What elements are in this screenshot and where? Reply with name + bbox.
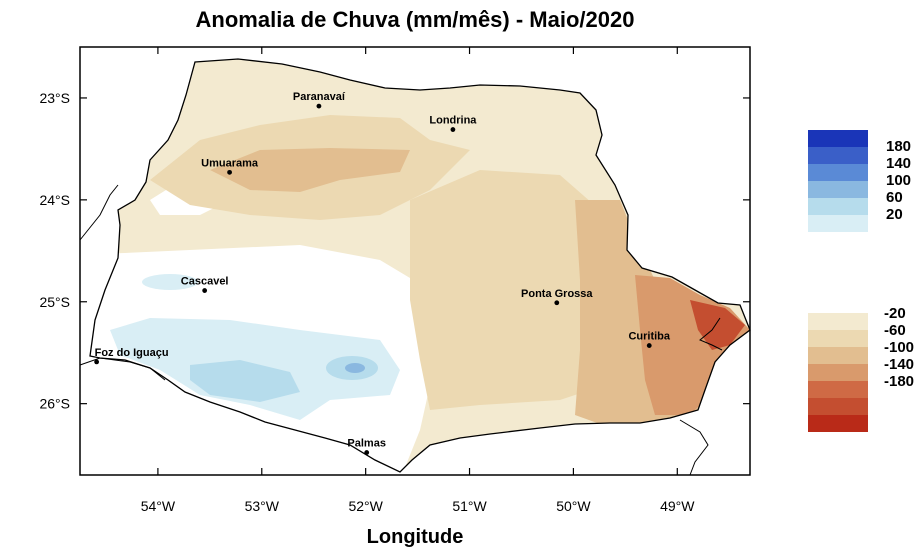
legend-label: -100	[884, 339, 914, 356]
legend-label: 20	[886, 206, 903, 223]
legend-label: 60	[886, 189, 903, 206]
paranagua-bay	[699, 317, 723, 351]
city-label: Umuarama	[201, 157, 259, 169]
y-tick-label: 25°S	[39, 294, 70, 310]
city-label: Cascavel	[181, 276, 229, 288]
city-dot	[316, 103, 322, 109]
axis-ticks: 54°W 53°W 52°W 51°W 50°W 49°W 23°S 24°S 25°S 26°S	[39, 47, 750, 514]
legend-swatch-negative	[808, 381, 868, 398]
legend-swatch-positive	[808, 215, 868, 232]
city-label: Londrina	[429, 115, 477, 127]
state-border	[89, 58, 751, 473]
city-label: Foz do Iguaçu	[95, 347, 169, 359]
field-blue-dark-oval	[345, 363, 365, 373]
legend-swatch-positive	[808, 147, 868, 164]
legend-label: 140	[886, 155, 911, 172]
city-markers: Paranavaí Londrina Umuarama Cascavel Ponta G…	[94, 91, 671, 455]
legend-label: -60	[884, 322, 906, 339]
legend-swatch-positive	[808, 130, 868, 147]
x-tick-label: 54°W	[141, 498, 176, 514]
legend-swatch-negative	[808, 364, 868, 381]
y-tick-label: 24°S	[39, 192, 70, 208]
legend-swatch-positive	[808, 181, 868, 198]
city-label: Curitiba	[628, 331, 670, 343]
x-tick-label: 51°W	[452, 498, 487, 514]
city-dot	[450, 127, 456, 132]
city-dot	[94, 359, 100, 365]
legend-swatch-negative	[808, 330, 868, 347]
legend-label: -20	[884, 305, 906, 322]
map-frame	[79, 46, 751, 476]
legend-swatch-negative	[808, 415, 868, 432]
field-dark-umuarama	[210, 148, 410, 192]
city-dot	[202, 288, 208, 293]
legend-label: 100	[886, 172, 911, 189]
field-blue-mid	[190, 360, 300, 402]
border-argentina	[79, 357, 166, 381]
x-tick-label: 52°W	[348, 498, 383, 514]
field-blue-cascavel	[142, 274, 198, 290]
legend-swatch-negative	[808, 347, 868, 364]
x-tick-label: 50°W	[556, 498, 591, 514]
city-dot	[364, 450, 370, 455]
y-tick-label: 23°S	[39, 90, 70, 106]
legend-swatch-negative	[808, 313, 868, 330]
x-tick-label: 53°W	[245, 498, 280, 514]
legend-swatch-negative	[808, 398, 868, 415]
border-santa-catarina-coast	[679, 419, 709, 476]
x-axis-label: Longitude	[367, 526, 464, 548]
city-label: Ponta Grossa	[521, 288, 593, 300]
legend-swatch-positive	[808, 164, 868, 181]
y-tick-label: 26°S	[39, 396, 70, 412]
border-paraguay	[79, 184, 119, 241]
legend-swatch-positive	[808, 198, 868, 215]
legend-label: -180	[884, 373, 914, 390]
legend-label: 180	[886, 138, 911, 155]
city-dot	[554, 300, 560, 306]
map-title: Anomalia de Chuva (mm/mês) - Maio/2020	[196, 7, 635, 32]
city-dot	[646, 343, 652, 348]
x-tick-label: 49°W	[660, 498, 695, 514]
city-label: Paranavaí	[293, 91, 346, 103]
city-label: Palmas	[347, 438, 386, 450]
city-dot	[227, 169, 232, 175]
legend-label: -140	[884, 356, 914, 373]
